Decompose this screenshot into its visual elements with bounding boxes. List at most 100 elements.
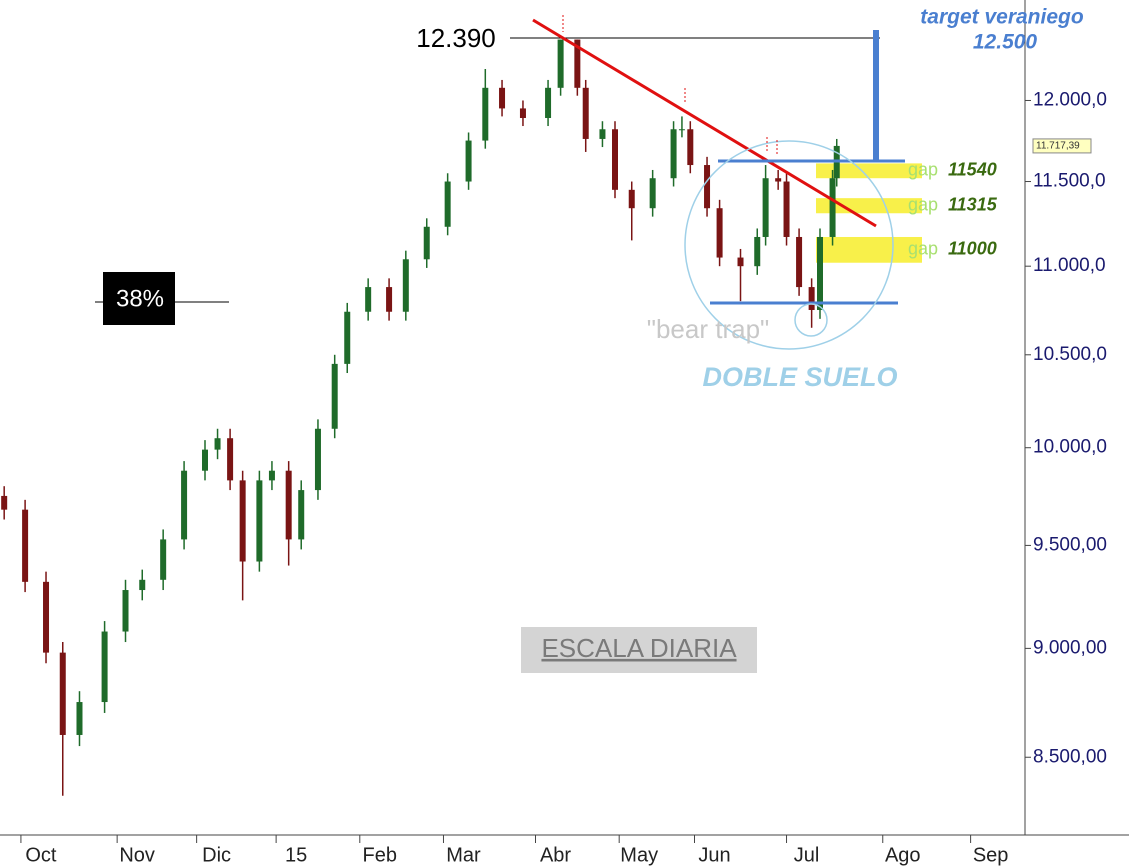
target-title: target veraniego [920,6,1084,29]
candle-body [423,226,430,260]
candle-body [574,39,581,88]
candle-body [499,87,506,109]
candle-body [181,470,188,540]
x-tick-label: Feb [363,844,397,866]
y-tick-label: 9.500,00 [1033,534,1107,555]
x-tick-label: Dic [202,844,231,866]
x-tick-label: Jun [698,844,730,866]
candle-body [268,470,275,481]
x-tick-label: Jul [794,844,820,866]
candle-body [285,470,292,540]
candle-body [402,259,409,312]
candle-body [365,287,372,312]
candle-body [482,87,489,141]
candle-body [465,140,472,182]
x-tick-label: Sep [973,844,1009,866]
x-tick-label: Ago [885,844,921,866]
last-price-label: 11.717,39 [1036,141,1080,152]
scale-label: ESCALA DIARIA [541,633,737,663]
candle-body [582,87,589,139]
arrows [562,15,778,156]
candle-body [331,363,338,429]
retracement-box [103,272,175,325]
x-tick-label: Mar [446,844,481,866]
target-value: 12.500 [973,31,1038,54]
candle-body [687,129,694,166]
candle-body [612,129,618,190]
candle-body [444,181,451,227]
candle-body [122,590,129,632]
plot [1,39,922,796]
candle-body [754,236,761,267]
candle-body [808,287,815,310]
candle-body [139,579,146,591]
candle-body [1,495,8,510]
bear-trap-label: "bear trap" [647,314,770,344]
candle-body [22,509,29,582]
candle-body [704,165,711,209]
candle-body [202,449,208,471]
y-tick-label: 10.500,0 [1033,344,1107,365]
candle-body [227,438,234,481]
candle-body [829,178,836,237]
x-tick-label: Abr [540,844,571,866]
candle-body [101,631,108,703]
scale-box [521,627,757,673]
candle-body [796,236,803,288]
trap-circle [794,303,828,337]
candle-body [298,490,305,540]
trend-line [532,18,877,228]
candle-body [817,236,823,310]
candle-body [557,39,564,88]
gap-zone [816,198,922,214]
candle-body [344,311,351,364]
gap-label: gap [908,239,938,259]
gap-label: gap [908,194,938,214]
pattern-circle [684,140,894,350]
candle-body [678,129,685,131]
candle-body [519,108,526,119]
x-tick-label: Nov [119,844,155,866]
candle-body [43,581,50,653]
candle-body [76,702,83,735]
y-tick-label: 9.000,00 [1033,637,1107,658]
pattern-label: DOBLE SUELO [702,362,897,392]
y-tick-label: 11.500,0 [1033,171,1106,192]
candle-body [386,287,393,312]
candle-body [737,257,744,267]
candle-body [545,87,552,119]
gap-zone [816,236,922,263]
y-tick-label: 12.000,0 [1033,89,1107,110]
candle-body [775,178,782,182]
candle-body [670,129,677,179]
x-tick-label: May [620,844,658,866]
candle-body [716,208,723,258]
x-tick-label: 15 [285,844,307,866]
candle-body [762,178,769,237]
candle-body [649,178,656,209]
candle-body [783,181,790,237]
gap-zone [816,163,922,179]
gap-level: 11000 [948,239,997,259]
high-label: 12.390 [416,23,496,53]
candle-body [628,189,635,209]
candle-body [59,652,66,735]
gap-level: 11315 [948,194,998,214]
y-tick-label: 11.000,0 [1033,255,1106,276]
candle-body [256,480,263,562]
gap-level: 11540 [948,160,997,180]
x-tick-label: Oct [25,844,57,866]
candle-body [314,428,321,491]
candle-body [239,480,246,562]
candle-body [214,438,221,450]
retracement-label: 38% [116,285,164,312]
gap-label: gap [908,160,938,180]
candle-body [599,129,606,139]
last-price-box [1032,138,1092,154]
y-tick-label: 8.500,00 [1033,746,1107,767]
y-tick-label: 10.000,0 [1033,437,1107,458]
candle-body [160,539,167,580]
